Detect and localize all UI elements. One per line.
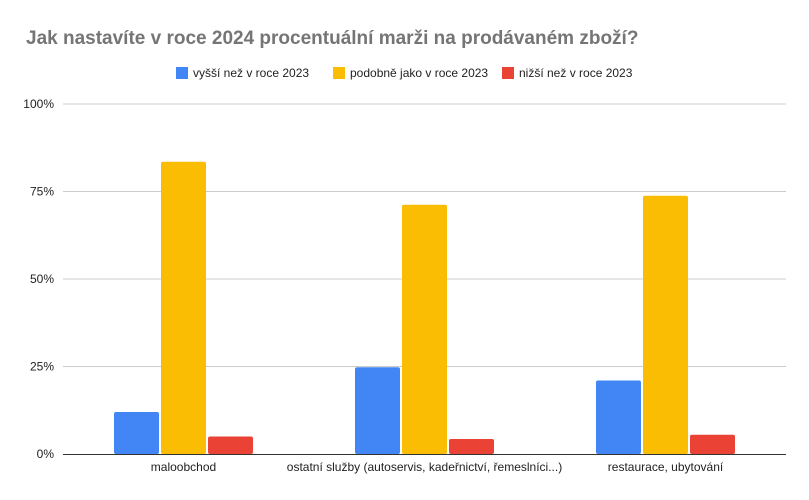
legend-label: vyšší než v roce 2023 xyxy=(193,66,309,80)
bar xyxy=(208,436,253,454)
y-tick-label: 50% xyxy=(30,272,54,286)
legend-swatch xyxy=(502,67,514,79)
y-tick-label: 100% xyxy=(23,97,54,111)
y-tick-label: 0% xyxy=(37,447,55,461)
bar xyxy=(402,204,447,454)
bar xyxy=(114,412,159,454)
y-tick-label: 25% xyxy=(30,360,54,374)
bar xyxy=(690,434,735,454)
bar xyxy=(643,195,688,454)
bar xyxy=(161,161,206,454)
x-tick-label: restaurace, ubytování xyxy=(608,460,724,474)
legend: vyšší než v roce 2023 podobně jako v roce… xyxy=(176,66,633,80)
chart-title: Jak nastavíte v roce 2024 procentuální m… xyxy=(26,28,638,49)
y-tick-label: 75% xyxy=(30,185,54,199)
bar xyxy=(596,380,641,454)
legend-swatch xyxy=(176,67,188,79)
legend-label: nižší než v roce 2023 xyxy=(519,66,633,80)
x-axis: maloobchod ostatní služby (autoservis, ka… xyxy=(63,454,786,474)
x-tick-label: maloobchod xyxy=(151,460,216,474)
legend-label: podobně jako v roce 2023 xyxy=(350,66,488,80)
y-axis: 0% 25% 50% 75% 100% xyxy=(23,97,54,461)
legend-swatch xyxy=(333,67,345,79)
bar xyxy=(355,367,400,454)
bars xyxy=(114,161,735,454)
bar xyxy=(449,438,494,454)
x-tick-label: ostatní služby (autoservis, kadeřnictví,… xyxy=(287,460,562,474)
